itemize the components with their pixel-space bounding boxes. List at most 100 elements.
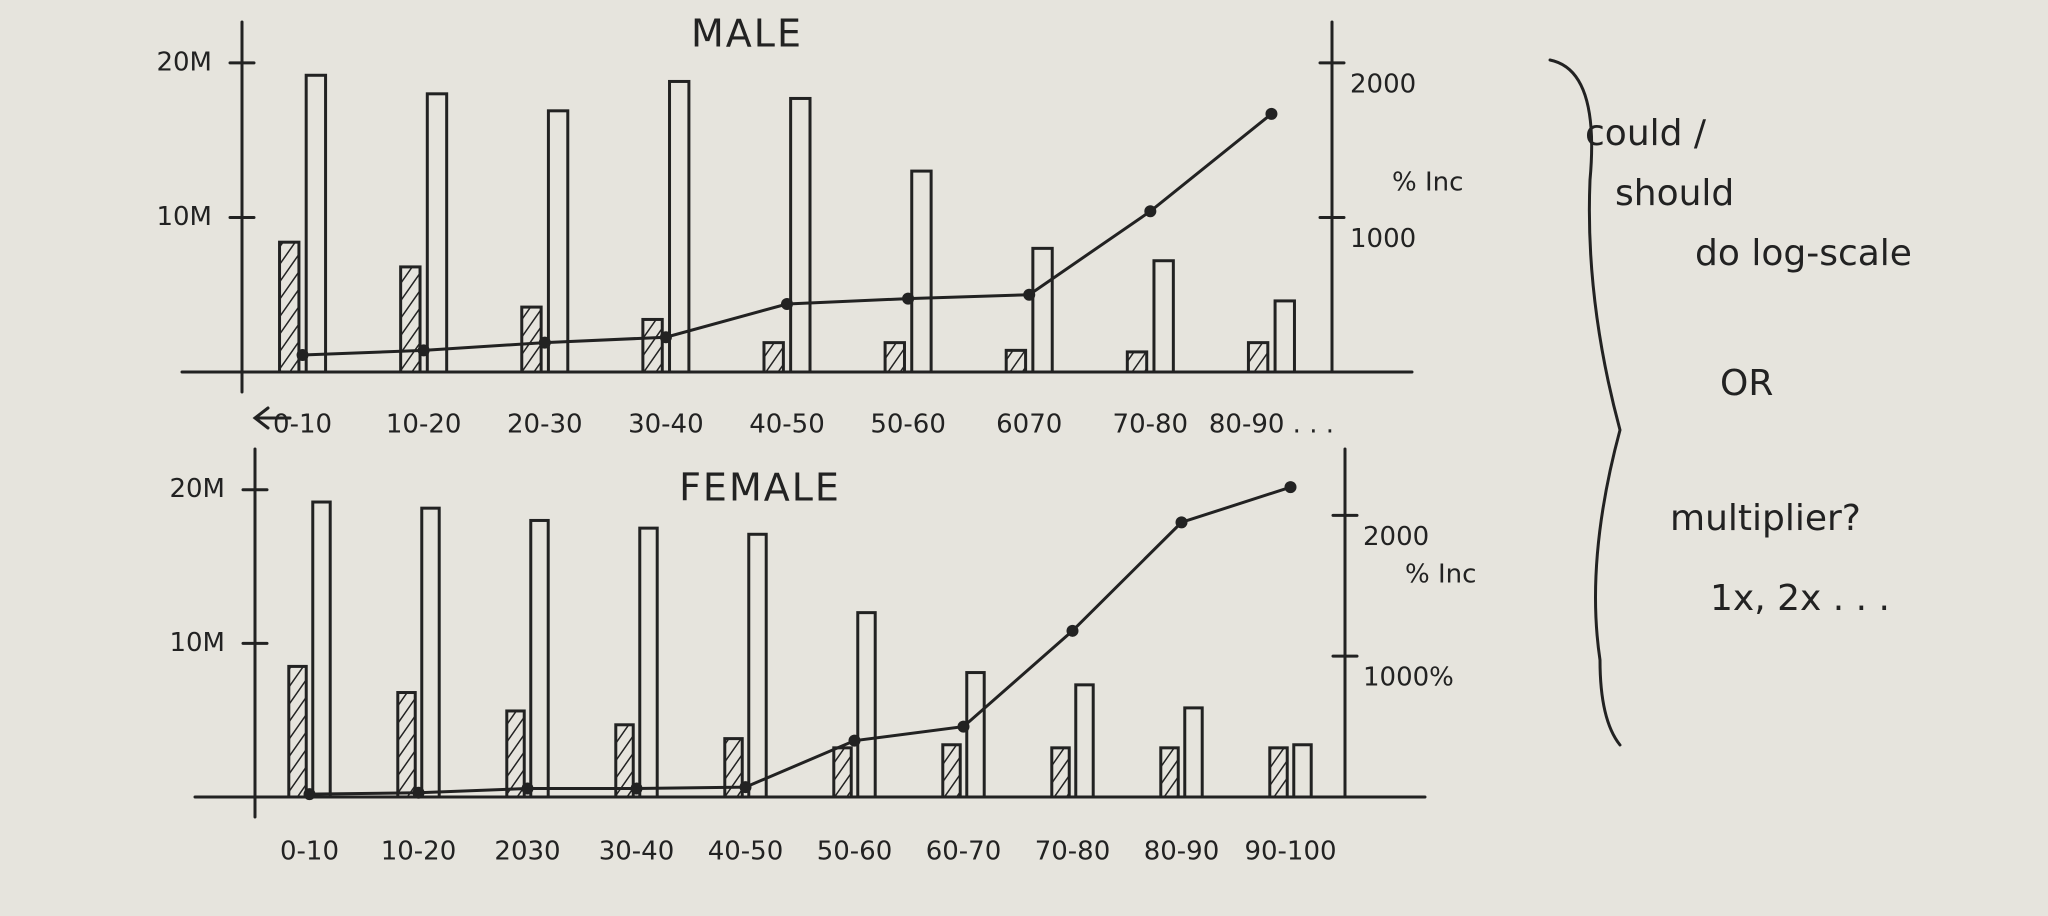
y2-tick-label: 2000 [1363,522,1429,552]
x-tick-label: 40-50 [708,837,784,867]
line-point [296,349,309,361]
bar [396,691,417,799]
x-tick-label: 60-70 [926,837,1002,867]
bar [941,743,962,799]
bar [638,526,659,799]
line-point [1284,481,1297,494]
x-tick-label: 30-40 [628,410,704,440]
annotation: do log-scale [1695,233,1912,274]
bar [278,240,301,374]
line-point [781,298,793,310]
line-point [1066,624,1079,637]
line-point [659,331,672,344]
x-tick-label: 10-20 [386,410,462,440]
brace [1548,58,1622,747]
chart-title: FEMALE [679,466,841,510]
bar [789,96,812,374]
bar [304,73,328,374]
line-point [630,782,643,795]
line-point [1175,516,1188,529]
x-tick-label: 80-90 [1144,837,1220,867]
line-point [538,336,551,349]
bar [1125,350,1149,374]
x-tick-label: 70-80 [1035,837,1111,867]
bar [641,317,664,374]
bar [747,532,768,799]
line-point [739,781,752,794]
x-tick-label: 2030 [494,837,560,867]
bar [1004,348,1028,374]
bar [1273,299,1296,374]
y2-tick-label: 2000 [1350,69,1416,99]
bar [965,671,986,799]
bar [546,109,570,374]
bar [311,500,332,799]
x-tick-label: 40-50 [749,410,825,440]
x-tick-label: 70-80 [1113,410,1189,440]
annotation: should [1615,173,1734,214]
y-tick-label: 20M [156,47,212,77]
y-tick-label: 10M [169,628,225,658]
x-tick-label: 20-30 [507,410,583,440]
bar [399,265,422,374]
bar [1292,743,1313,799]
bar [1246,341,1270,374]
bar [287,664,308,799]
line-point [417,344,430,357]
bar [1050,746,1071,799]
annotation: 1x, 2x . . . [1710,578,1890,619]
bar [1074,683,1095,799]
bar [614,723,635,799]
x-tick-label: 50-60 [870,410,946,440]
bar [883,341,906,374]
bar [762,341,785,374]
x-tick-label: 0-10 [280,837,339,867]
line-point [412,786,425,799]
left-arrow [252,406,292,430]
bar [910,169,933,374]
annotation: OR [1720,363,1773,404]
x-tick-label: 50-60 [817,837,893,867]
y-tick-label: 10M [156,202,212,232]
line-point [848,734,861,747]
line-point [902,292,915,305]
line-point [303,788,316,801]
x-tick-label: 30-40 [599,837,675,867]
bar [832,746,853,799]
bar [856,611,877,799]
line-point [1265,107,1278,120]
bar [520,305,543,374]
line-point [1023,288,1036,301]
x-tick-label: 90-100 [1244,837,1336,867]
line [309,485,1291,796]
chart-title: MALE [691,12,803,56]
line-point [521,782,534,795]
bar [668,79,691,374]
bar [420,506,441,799]
bar [529,518,550,799]
bar [1268,746,1289,799]
bar [1152,259,1175,374]
annotation: could / [1585,113,1707,154]
y2-axis-label: % Inc [1392,168,1463,198]
y2-axis-label: % Inc [1405,560,1476,590]
x-tick-label: 6070 [996,410,1062,440]
annotation: multiplier? [1670,498,1861,539]
bar [1031,246,1054,374]
bar [1183,706,1204,799]
x-tick-label: 10-20 [381,837,457,867]
line-point [1144,205,1157,218]
y-tick-label: 20M [169,474,225,504]
y2-tick-label: 1000% [1363,663,1454,693]
x-tick-label: 0-10 [273,410,332,440]
bar [723,737,744,799]
x-tick-label: 80-90 . . . [1209,410,1334,440]
y2-tick-label: 1000 [1350,224,1416,254]
bar [1159,746,1180,799]
line-point [957,720,970,733]
bar [425,92,449,374]
bar [505,709,526,799]
